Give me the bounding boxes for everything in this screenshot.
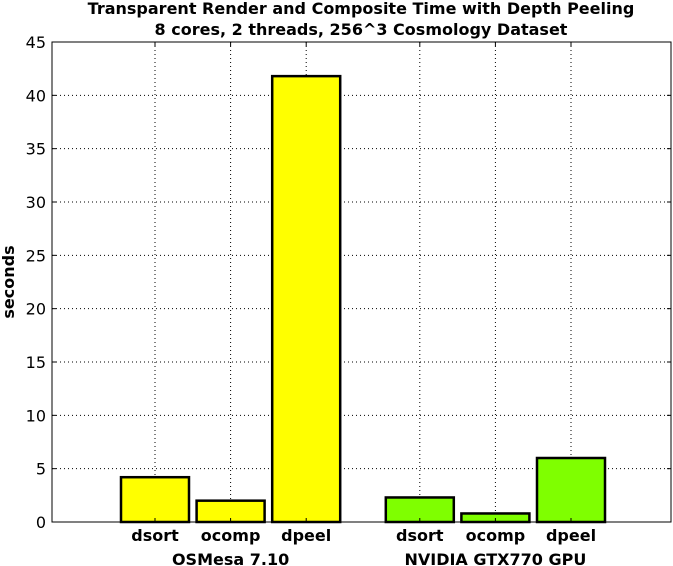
y-tick-label: 25 [26, 246, 46, 265]
x-category-label: dpeel [546, 526, 596, 545]
y-tick-label: 40 [26, 86, 46, 105]
y-tick-label: 15 [26, 353, 46, 372]
bars [119, 74, 607, 524]
bar-dpeel [535, 456, 607, 524]
y-tick-label: 0 [36, 513, 46, 532]
plot-frame [51, 41, 672, 523]
group-label: NVIDIA GTX770 GPU [404, 550, 586, 566]
group-label: OSMesa 7.10 [172, 550, 289, 566]
y-tick-label: 45 [26, 33, 46, 52]
x-category-label: ocomp [466, 526, 526, 545]
grid [52, 42, 671, 522]
y-tick-label: 30 [26, 193, 46, 212]
x-category-label: ocomp [201, 526, 261, 545]
y-tick-label: 5 [36, 460, 46, 479]
group-labels: OSMesa 7.10 NVIDIA GTX770 GPU [172, 550, 586, 566]
y-axis-ticks: 0 5 10 15 20 25 30 35 40 45 [26, 33, 671, 532]
chart-title: Transparent Render and Composite Time wi… [88, 0, 635, 18]
y-tick-label: 10 [26, 406, 46, 425]
x-category-label: dpeel [281, 526, 331, 545]
x-category-label: dsort [131, 526, 179, 545]
x-axis-categories: dsort ocomp dpeel dsort ocomp dpeel [131, 526, 596, 545]
y-tick-label: 20 [26, 300, 46, 319]
x-category-label: dsort [396, 526, 444, 545]
y-tick-label: 35 [26, 140, 46, 159]
chart-subtitle: 8 cores, 2 threads, 256^3 Cosmology Data… [155, 20, 568, 39]
y-axis-label: seconds [0, 245, 18, 318]
bar-dpeel [270, 74, 342, 524]
bar-dsort [119, 475, 191, 524]
